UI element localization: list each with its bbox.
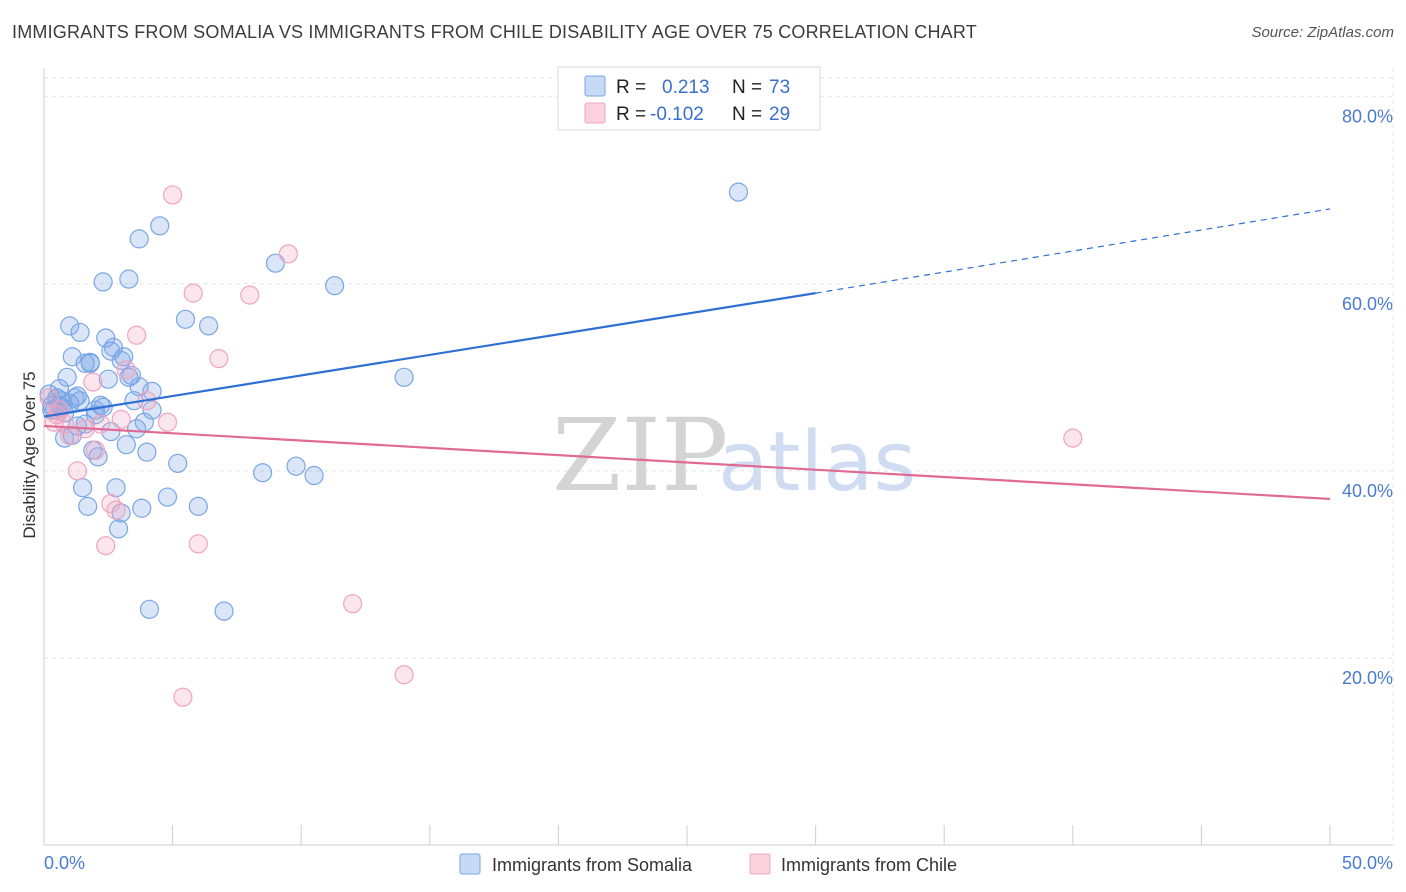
somalia-point-43 (157, 487, 178, 507)
somalia-point-45 (175, 309, 196, 329)
y-tick-label-1: 40.0% (1342, 481, 1393, 501)
chile-point-26 (394, 665, 414, 685)
series-legend-swatch-somalia (459, 853, 481, 875)
chile-point-22 (209, 349, 229, 369)
somalia-point-8 (57, 367, 77, 387)
legend-swatch-somalia (584, 75, 606, 97)
x-tick-labels: 0.0% 50.0% (44, 853, 1393, 873)
axes (43, 68, 1394, 846)
chile-point-18 (163, 185, 183, 205)
chile-point-21 (188, 534, 208, 554)
chile-point-11 (101, 493, 121, 514)
somalia-point-28 (108, 519, 129, 539)
somalia-point-41 (142, 400, 162, 420)
chile-point-0 (39, 388, 59, 408)
somalia-point-54 (394, 367, 414, 387)
legend-swatch-chile (584, 102, 606, 124)
somalia-point-31 (116, 435, 136, 455)
y-tick-label-0: 20.0% (1342, 668, 1393, 688)
somalia-point-14 (72, 478, 93, 498)
chile-point-15 (126, 325, 147, 345)
somalia-point-64 (111, 350, 131, 371)
chile-point-20 (183, 283, 203, 303)
somalia-point-61 (80, 353, 100, 373)
chart-title: IMMIGRANTS FROM SOMALIA VS IMMIGRANTS FR… (12, 22, 977, 42)
somalia-point-24 (98, 369, 118, 389)
somalia-point-9 (60, 316, 80, 336)
series-legend-label-somalia: Immigrants from Somalia (492, 855, 693, 875)
somalia-point-51 (286, 456, 306, 476)
legend-n-value-somalia: 73 (769, 77, 790, 98)
legend-n-label-chile: N = (732, 104, 762, 125)
chile-point-23 (240, 285, 260, 305)
somalia-point-39 (137, 442, 157, 462)
y-axis-label: Disability Age Over 75 (20, 371, 39, 538)
somalia-point-47 (199, 316, 219, 336)
chile-point-8 (85, 440, 106, 460)
somalia-point-40 (139, 599, 160, 619)
somalia-point-27 (106, 478, 126, 498)
legend-r-label-somalia: R = (616, 77, 646, 98)
somalia-point-42 (150, 216, 170, 236)
somalia-point-13 (70, 322, 90, 343)
watermark-atlas: atlas (718, 415, 916, 510)
somalia-point-22 (93, 272, 113, 292)
stats-legend: R = 0.213 N = 73 R = -0.102 N = 29 (557, 66, 821, 131)
legend-n-value-chile: 29 (769, 104, 790, 125)
somalia-point-50 (265, 253, 286, 273)
somalia-point-44 (168, 453, 188, 473)
somalia-point-36 (129, 229, 149, 249)
series-legend-swatch-chile (749, 853, 771, 875)
gridlines (44, 77, 1393, 659)
somalia-point-16 (78, 496, 98, 516)
legend-r-value-somalia: 0.213 (662, 77, 710, 98)
somalia-point-37 (132, 498, 152, 518)
somalia-point-46 (188, 496, 208, 516)
somalia-point-49 (253, 463, 273, 483)
chile-point-25 (343, 594, 363, 614)
somalia-point-53 (325, 276, 345, 296)
somalia-point-52 (304, 465, 324, 486)
somalia-point-32 (119, 269, 139, 289)
chile-point-12 (106, 500, 126, 520)
chile-point-7 (83, 372, 103, 392)
legend-r-value-chile: -0.102 (650, 104, 704, 125)
x-tick-min: 0.0% (44, 853, 85, 873)
chile-point-24 (278, 244, 298, 264)
chart-source: Source: ZipAtlas.com (1251, 24, 1394, 41)
y-tick-label-2: 60.0% (1342, 294, 1393, 314)
somalia-trend-line (43, 292, 816, 418)
somalia-point-48 (214, 601, 234, 621)
chile-point-17 (157, 412, 178, 432)
somalia-point-25 (101, 421, 121, 442)
legend-r-label-chile: R = (616, 104, 646, 125)
trend-lines (43, 208, 1331, 501)
somalia-point-72 (67, 386, 88, 406)
somalia-point-55 (728, 182, 749, 202)
somalia-trend-extension (815, 208, 1331, 294)
series-legend: Immigrants from Somalia Immigrants from … (459, 853, 957, 875)
x-tick-max: 50.0% (1342, 853, 1393, 873)
y-tick-labels: 20.0% 40.0% 60.0% 80.0% (1342, 107, 1393, 688)
chile-point-14 (116, 360, 136, 380)
data-points (39, 182, 1083, 707)
chile-point-5 (67, 461, 88, 481)
chile-point-27 (1063, 428, 1083, 448)
chile-point-13 (111, 409, 131, 430)
chile-point-10 (96, 536, 116, 556)
chile-trend-line (43, 424, 1331, 501)
somalia-point-35 (126, 419, 147, 439)
legend-n-label-somalia: N = (732, 77, 762, 98)
somalia-point-7 (54, 428, 75, 448)
watermark: ZIP atlas (552, 397, 916, 514)
series-legend-label-chile: Immigrants from Chile (781, 855, 957, 875)
chile-point-19 (173, 687, 193, 707)
y-tick-label-3: 80.0% (1342, 107, 1393, 127)
